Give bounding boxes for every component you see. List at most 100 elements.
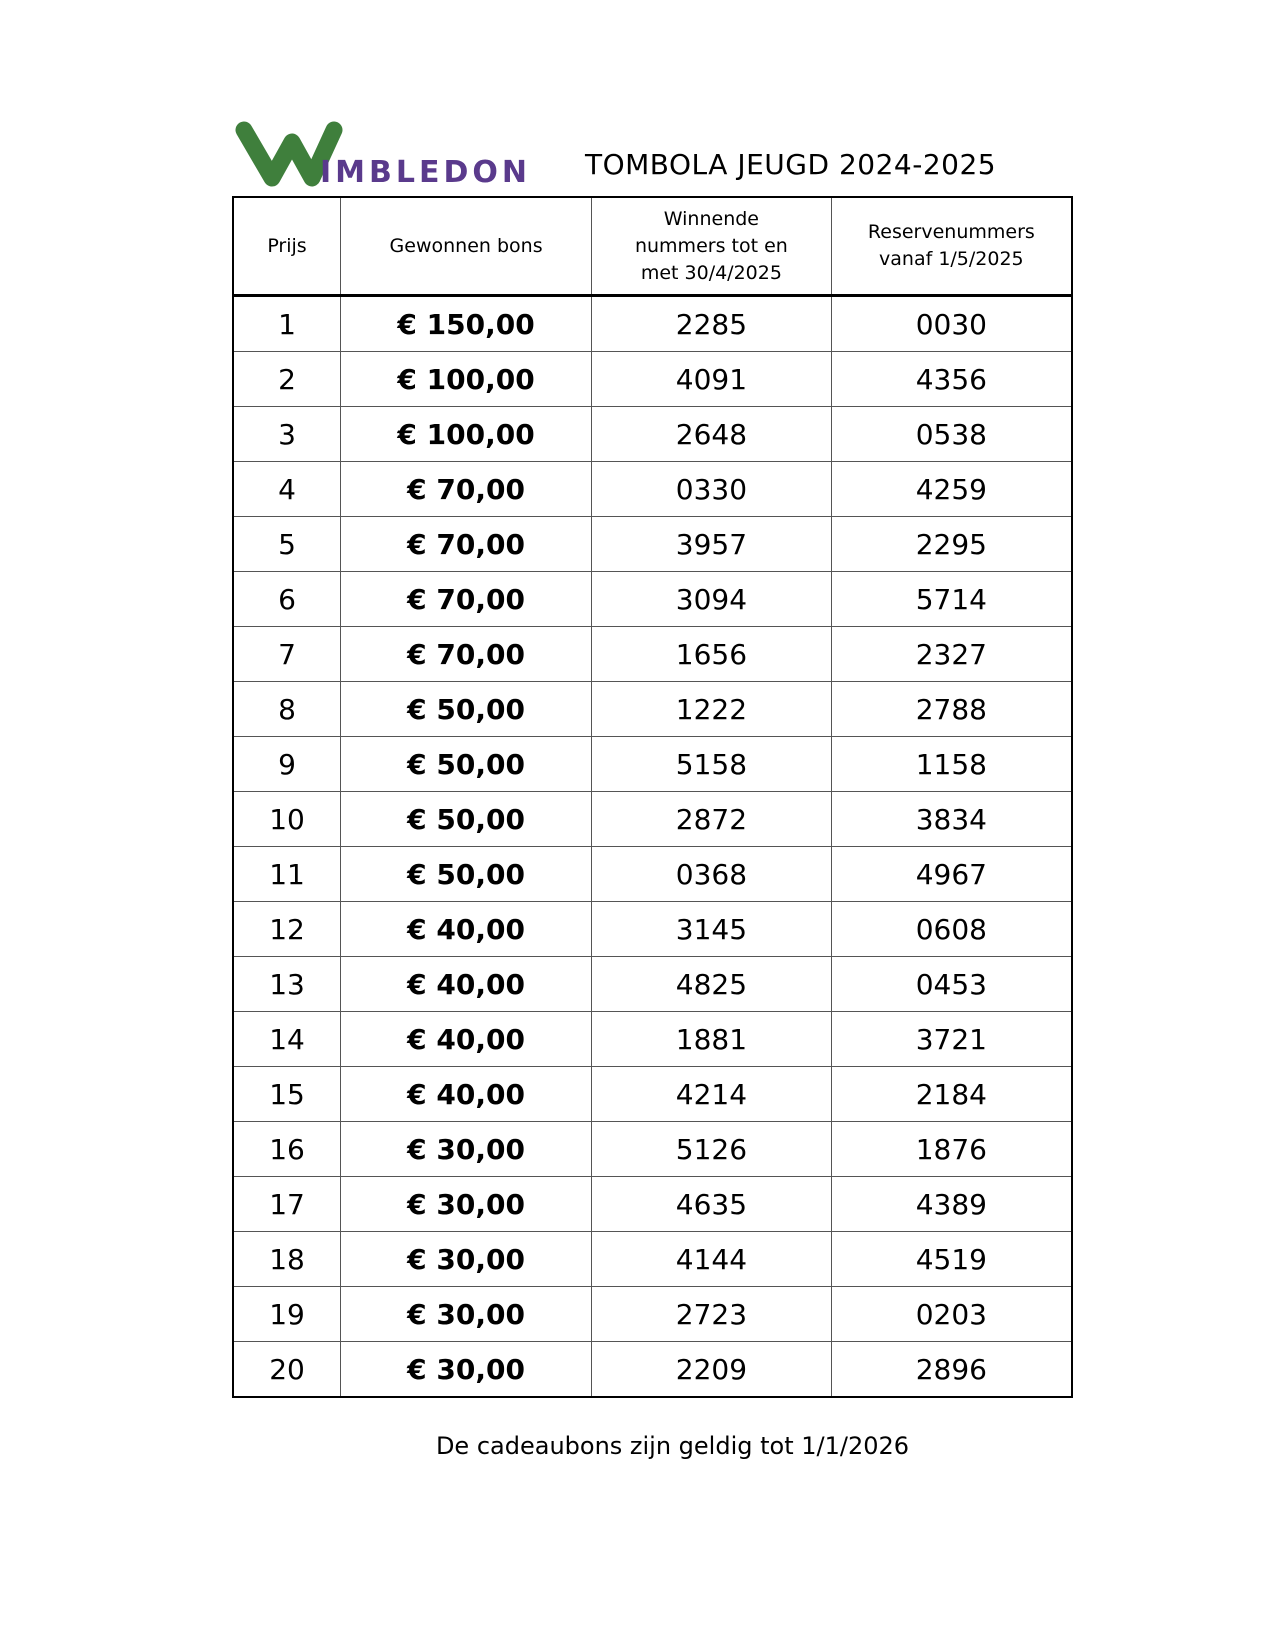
winning-number: 3957 [591,516,832,572]
table-row: 3 € 100,00 2648 0538 [232,406,1073,462]
winning-number: 4825 [591,956,832,1012]
table-row: 12 € 40,00 3145 0608 [232,901,1073,957]
header-reserve-numbers: Reservenummers vanaf 1/5/2025 [830,196,1073,297]
winning-number: 4144 [591,1231,832,1287]
table-row: 17 € 30,00 4635 4389 [232,1176,1073,1232]
voucher-amount: € 70,00 [340,626,593,682]
reserve-number: 4967 [830,846,1073,902]
prize-rank: 5 [232,516,342,572]
prize-rank: 20 [232,1341,342,1398]
table-row: 11 € 50,00 0368 4967 [232,846,1073,902]
reserve-number: 2788 [830,681,1073,737]
table-row: 20 € 30,00 2209 2896 [232,1341,1073,1398]
voucher-amount: € 40,00 [340,1011,593,1067]
reserve-number: 4356 [830,351,1073,407]
voucher-amount: € 40,00 [340,901,593,957]
voucher-amount: € 50,00 [340,681,593,737]
voucher-amount: € 40,00 [340,956,593,1012]
winning-number: 2209 [591,1341,832,1398]
voucher-amount: € 70,00 [340,571,593,627]
winning-number: 1222 [591,681,832,737]
reserve-number: 5714 [830,571,1073,627]
winning-number: 3145 [591,901,832,957]
reserve-number: 2327 [830,626,1073,682]
reserve-number: 1876 [830,1121,1073,1177]
header-prize: Prijs [232,196,342,297]
reserve-number: 2295 [830,516,1073,572]
winning-number: 2723 [591,1286,832,1342]
table-row: 19 € 30,00 2723 0203 [232,1286,1073,1342]
reserve-number: 0030 [830,295,1073,352]
svg-text:IMBLEDON: IMBLEDON [320,155,531,190]
prize-rank: 1 [232,295,342,352]
validity-note: De cadeaubons zijn geldig tot 1/1/2026 [435,1432,910,1460]
voucher-amount: € 30,00 [340,1176,593,1232]
prize-rank: 17 [232,1176,342,1232]
table-row: 6 € 70,00 3094 5714 [232,571,1073,627]
reserve-number: 1158 [830,736,1073,792]
winning-number: 0368 [591,846,832,902]
table-row: 7 € 70,00 1656 2327 [232,626,1073,682]
table-header-row: Prijs Gewonnen bons Winnende nummers tot… [232,196,1073,297]
prize-rank: 8 [232,681,342,737]
prize-table: Prijs Gewonnen bons Winnende nummers tot… [232,196,1073,1398]
prize-rank: 7 [232,626,342,682]
reserve-number: 0453 [830,956,1073,1012]
voucher-amount: € 70,00 [340,461,593,517]
prize-rank: 10 [232,791,342,847]
reserve-number: 4259 [830,461,1073,517]
table-row: 1 € 150,00 2285 0030 [232,295,1073,352]
prize-rank: 11 [232,846,342,902]
winning-number: 2872 [591,791,832,847]
table-row: 2 € 100,00 4091 4356 [232,351,1073,407]
winning-number: 4635 [591,1176,832,1232]
voucher-amount: € 50,00 [340,846,593,902]
prize-rank: 16 [232,1121,342,1177]
table-row: 13 € 40,00 4825 0453 [232,956,1073,1012]
voucher-amount: € 100,00 [340,351,593,407]
voucher-amount: € 70,00 [340,516,593,572]
table-row: 10 € 50,00 2872 3834 [232,791,1073,847]
voucher-amount: € 30,00 [340,1121,593,1177]
voucher-amount: € 30,00 [340,1231,593,1287]
winning-number: 4214 [591,1066,832,1122]
prize-rank: 9 [232,736,342,792]
prize-rank: 6 [232,571,342,627]
voucher-amount: € 100,00 [340,406,593,462]
table-row: 5 € 70,00 3957 2295 [232,516,1073,572]
voucher-amount: € 150,00 [340,295,593,352]
header-vouchers: Gewonnen bons [340,196,593,297]
prize-rank: 2 [232,351,342,407]
winning-number: 5126 [591,1121,832,1177]
prize-rank: 14 [232,1011,342,1067]
winning-number: 3094 [591,571,832,627]
prize-rank: 18 [232,1231,342,1287]
reserve-number: 2896 [830,1341,1073,1398]
voucher-amount: € 50,00 [340,736,593,792]
reserve-number: 4389 [830,1176,1073,1232]
voucher-amount: € 30,00 [340,1286,593,1342]
prize-rank: 4 [232,461,342,517]
voucher-amount: € 30,00 [340,1341,593,1398]
prize-rank: 15 [232,1066,342,1122]
voucher-amount: € 40,00 [340,1066,593,1122]
winning-number: 0330 [591,461,832,517]
reserve-number: 2184 [830,1066,1073,1122]
table-row: 14 € 40,00 1881 3721 [232,1011,1073,1067]
reserve-number: 0608 [830,901,1073,957]
document-title: TOMBOLA JEUGD 2024-2025 [585,148,997,181]
prize-rank: 19 [232,1286,342,1342]
reserve-number: 0538 [830,406,1073,462]
reserve-number: 3721 [830,1011,1073,1067]
reserve-number: 0203 [830,1286,1073,1342]
prize-rank: 3 [232,406,342,462]
header-winning-numbers: Winnende nummers tot en met 30/4/2025 [591,196,832,297]
winning-number: 2285 [591,295,832,352]
prize-rank: 13 [232,956,342,1012]
voucher-amount: € 50,00 [340,791,593,847]
wimbledon-logo: IMBLEDON [235,121,531,190]
table-row: 15 € 40,00 4214 2184 [232,1066,1073,1122]
table-row: 8 € 50,00 1222 2788 [232,681,1073,737]
winning-number: 5158 [591,736,832,792]
table-row: 9 € 50,00 5158 1158 [232,736,1073,792]
